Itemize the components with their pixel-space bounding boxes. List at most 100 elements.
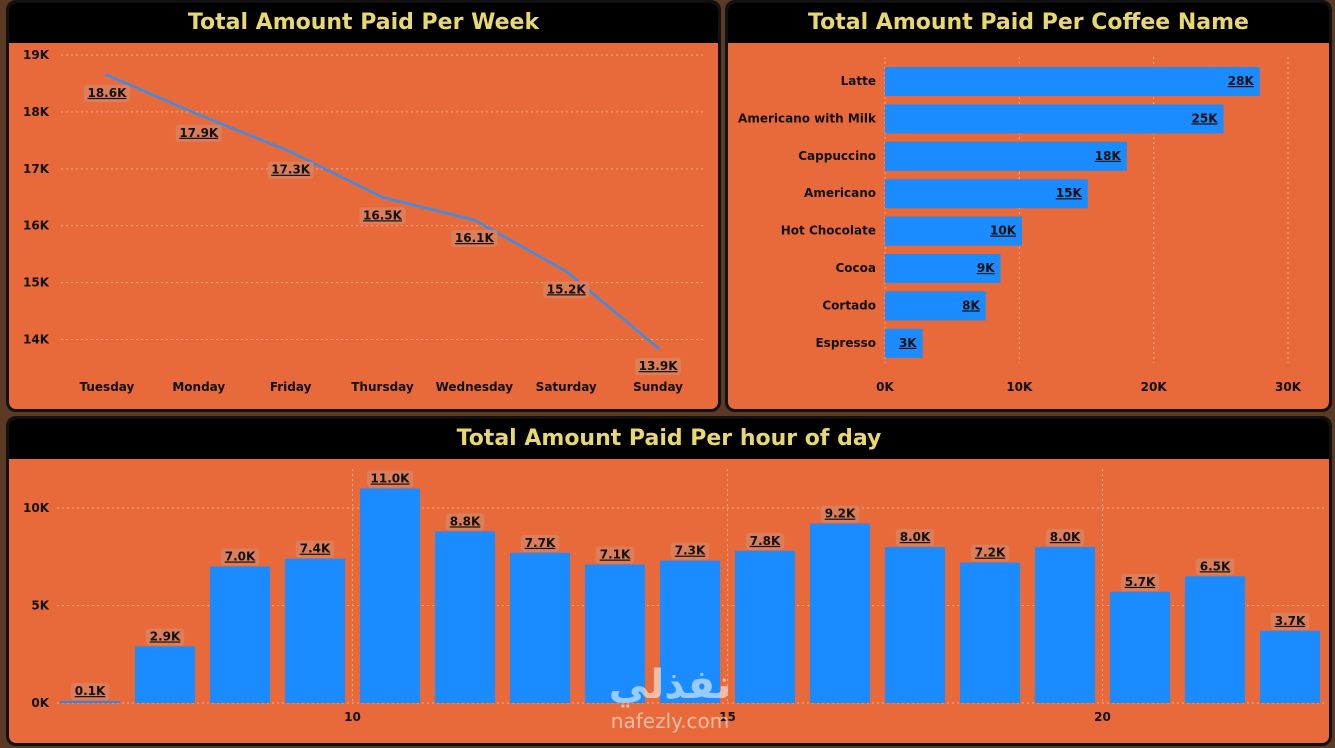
week-data-point <box>472 218 476 222</box>
hour-bar <box>885 547 945 703</box>
week-xtick-label: Wednesday <box>436 380 514 394</box>
hour-data-label: 7.7K <box>525 536 556 550</box>
hour-data-label-bg <box>595 546 635 564</box>
coffee-category-label: Espresso <box>815 336 876 350</box>
hour-ytick-label: 10K <box>23 501 50 515</box>
week-data-label: 18.6K <box>87 86 127 100</box>
hour-data-label: 9.2K <box>825 507 856 521</box>
week-ytick-label: 18K <box>23 105 50 119</box>
hour-data-label: 3.7K <box>1275 614 1306 628</box>
coffee-bar <box>885 254 1001 283</box>
hour-data-label: 8.0K <box>900 530 931 544</box>
hour-bar <box>585 564 645 703</box>
week-xtick-label: Friday <box>270 380 312 394</box>
coffee-bar-chart: 0K 10K 20K 30K Latte 28K Americano with Milk 25… <box>738 57 1302 394</box>
week-panel: Total Amount Paid Per Week 14K 15K 16K 17K 1… <box>6 0 721 412</box>
hour-bar <box>360 488 420 703</box>
coffee-bar <box>885 291 986 321</box>
watermark-arabic: نفذلي <box>608 662 732 708</box>
week-data-point <box>289 150 293 154</box>
hour-panel: Total Amount Paid Per hour of day 0K 5K 10… <box>6 416 1332 746</box>
watermark-latin: nafezly.com <box>610 709 730 733</box>
hour-data-label-bg <box>70 683 110 701</box>
week-ytick-label: 16K <box>23 219 50 233</box>
week-data-label-bg <box>359 207 406 225</box>
coffee-xtick-label: 20K <box>1141 380 1168 394</box>
hour-ytick-label: 0K <box>31 696 49 710</box>
week-data-point <box>656 346 660 350</box>
hour-data-label: 8.0K <box>1050 530 1081 544</box>
week-data-label: 17.3K <box>271 163 311 177</box>
hour-xtick-label: 15 <box>719 710 736 724</box>
hour-bar <box>1035 547 1095 703</box>
hour-data-label: 7.3K <box>675 544 706 558</box>
week-xtick-label: Sunday <box>633 380 683 394</box>
coffee-category-label: Americano <box>804 186 876 200</box>
coffee-category-label: Cappuccino <box>798 149 876 163</box>
hour-bar <box>60 701 120 704</box>
week-line-chart: 14K 15K 16K 17K 18K 19K Tuesday Monday Friday Thu… <box>23 48 704 394</box>
coffee-data-label: 10K <box>990 224 1017 238</box>
week-data-point <box>105 73 109 77</box>
hour-data-label-bg <box>520 534 560 552</box>
hour-bar <box>285 558 345 703</box>
hour-data-label-bg <box>820 505 860 523</box>
week-data-label: 15.2K <box>547 282 587 296</box>
coffee-bar <box>885 328 923 358</box>
hour-data-label: 8.8K <box>450 514 481 528</box>
coffee-data-label: 25K <box>1192 111 1219 125</box>
week-data-point <box>381 195 384 199</box>
hour-bar <box>960 562 1020 703</box>
coffee-category-label: Americano with Milk <box>738 111 877 125</box>
coffee-data-label: 3K <box>899 336 917 350</box>
watermark-logo: نفذلي nafezly.com <box>585 660 755 748</box>
hour-data-label: 7.0K <box>225 550 256 564</box>
hour-data-label: 7.2K <box>975 546 1006 560</box>
hour-data-label-bg <box>745 532 785 550</box>
hour-data-label-bg <box>1195 558 1235 576</box>
hour-bar <box>1260 630 1320 703</box>
week-data-label: 17.9K <box>179 126 219 140</box>
week-xtick-label: Thursday <box>351 380 414 394</box>
coffee-data-label: 28K <box>1228 74 1255 88</box>
hour-data-label: 5.7K <box>1125 575 1156 589</box>
hour-data-label-bg <box>295 540 335 558</box>
hour-bar <box>660 560 720 703</box>
hour-data-label-bg <box>145 628 185 646</box>
coffee-xtick-label: 10K <box>1006 380 1033 394</box>
coffee-data-label: 8K <box>962 298 980 312</box>
coffee-data-label: 18K <box>1095 149 1122 163</box>
coffee-bar <box>885 141 1127 171</box>
coffee-bar <box>885 104 1224 134</box>
week-data-label-bg <box>543 281 590 299</box>
week-ytick-label: 14K <box>23 333 50 347</box>
week-data-point <box>197 113 201 117</box>
hour-bar <box>135 646 195 703</box>
hour-bar-chart: 0K 5K 10K 10 15 20 0.1K 2.9K 7.0K 7.4K 11.0K 8.8K 7.… <box>23 469 1325 724</box>
hour-data-label: 0.1K <box>75 684 106 698</box>
hour-data-label-bg <box>220 548 260 566</box>
week-chart-title: Total Amount Paid Per Week <box>9 3 718 43</box>
hour-bar <box>735 550 795 703</box>
coffee-category-label: Cortado <box>822 298 876 312</box>
week-xtick-label: Saturday <box>536 380 597 394</box>
hour-chart-title: Total Amount Paid Per hour of day <box>9 419 1329 459</box>
week-xtick-label: Monday <box>172 380 225 394</box>
hour-data-label-bg <box>1045 529 1085 546</box>
hour-data-label: 7.8K <box>750 534 781 548</box>
week-data-point <box>564 269 568 273</box>
hour-data-label-bg <box>895 529 935 546</box>
coffee-xtick-label: 0K <box>876 380 894 394</box>
coffee-category-label: Latte <box>841 74 876 88</box>
hour-ytick-label: 5K <box>31 599 49 613</box>
hour-bar <box>810 523 870 703</box>
hour-bar <box>510 552 570 703</box>
coffee-data-label: 15K <box>1056 186 1083 200</box>
hour-data-label: 2.9K <box>150 629 181 643</box>
hour-data-label-bg <box>1270 612 1310 630</box>
week-data-label: 16.5K <box>363 208 403 222</box>
coffee-category-label: Cocoa <box>835 261 876 275</box>
hour-data-label-bg <box>970 544 1010 562</box>
hour-bar <box>1185 576 1245 703</box>
week-data-label-bg <box>175 124 222 142</box>
